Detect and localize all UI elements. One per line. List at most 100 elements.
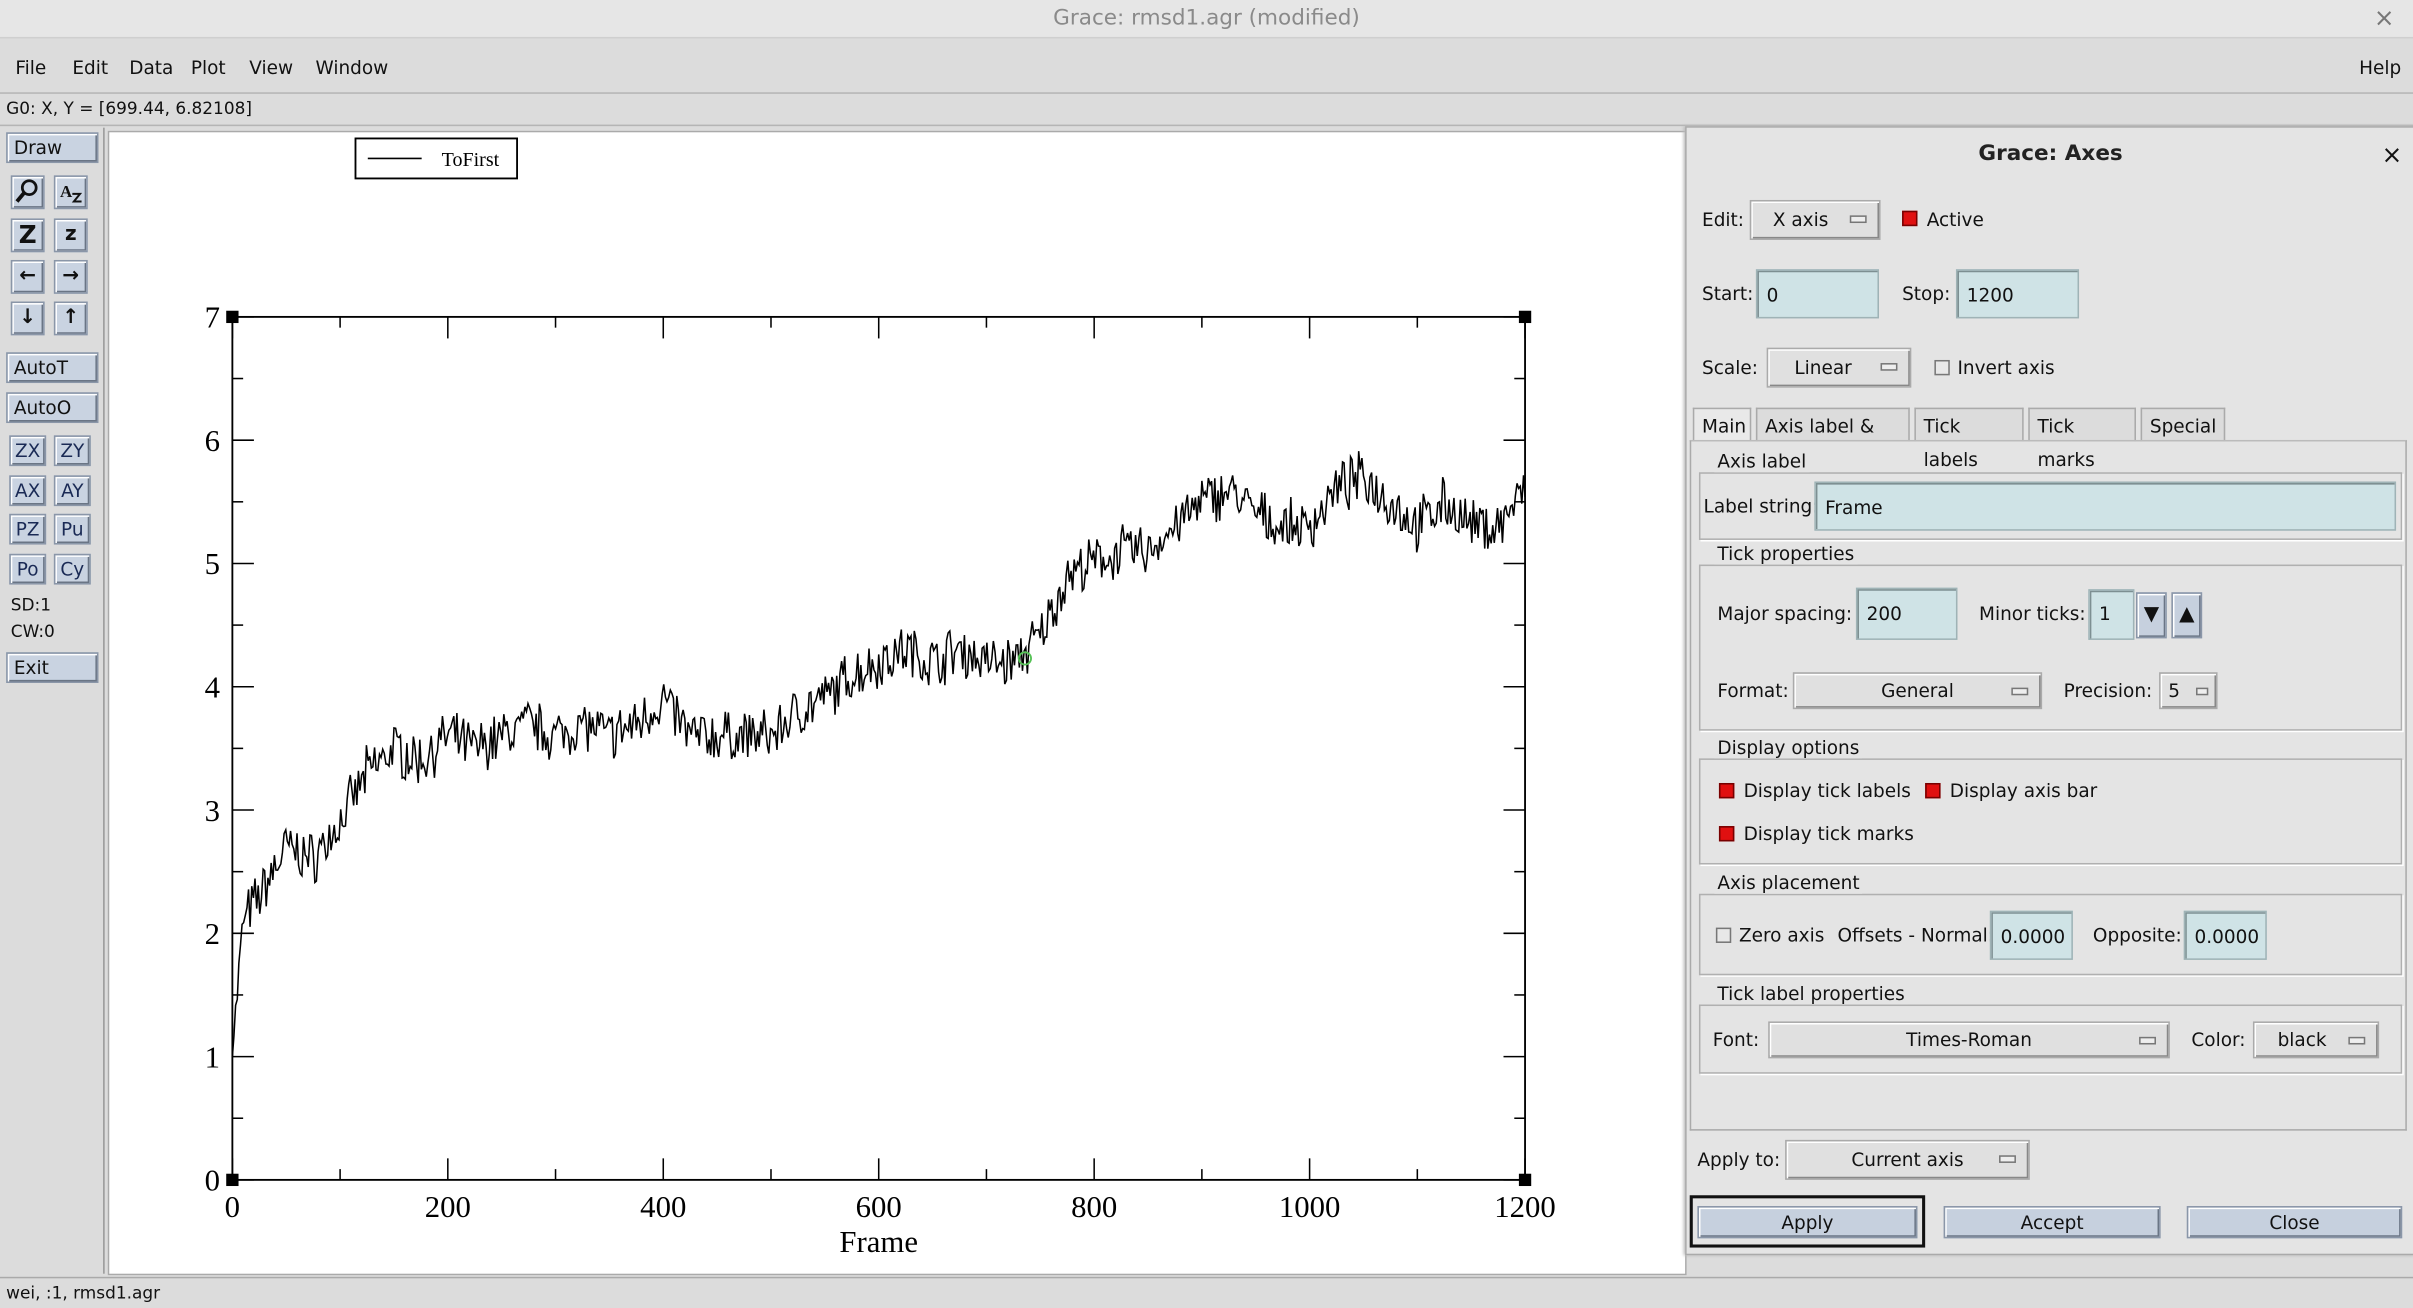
x-tick-label: 1000: [1279, 1190, 1341, 1224]
dropdown-indicator-icon: [2348, 1036, 2366, 1045]
apply-button[interactable]: Apply: [1697, 1206, 1918, 1239]
plot-svg: ToFirst 0 200 400 600 800 1000 1200 0 1 2 3 4 5 6 7 Fr…: [205, 137, 1556, 1259]
label-string-input[interactable]: Frame: [1814, 481, 2397, 531]
start-input[interactable]: 0: [1755, 269, 1879, 319]
edit-axis-select[interactable]: X axis: [1749, 199, 1881, 240]
menu-window[interactable]: Window: [315, 56, 389, 79]
arrow-right-icon[interactable]: →: [53, 259, 88, 294]
color-value: black: [2277, 1029, 2327, 1051]
menu-plot[interactable]: Plot: [190, 56, 226, 79]
window-title: Grace: rmsd1.agr (modified): [1053, 6, 1360, 31]
accept-button[interactable]: Accept: [1943, 1206, 2161, 1239]
frame-handle[interactable]: [1518, 310, 1532, 324]
tab-special[interactable]: Special: [2140, 407, 2226, 442]
x-tick-label: 600: [856, 1190, 902, 1224]
offsets-normal-input[interactable]: 0.0000: [1989, 910, 2073, 960]
menu-data[interactable]: Data: [129, 56, 174, 79]
x-tick-label: 800: [1071, 1190, 1117, 1224]
precision-select[interactable]: 5: [2159, 672, 2218, 710]
tab-tick-labels[interactable]: Tick labels: [1914, 407, 2024, 471]
tab-axis-label-bar[interactable]: Axis label & bar: [1755, 407, 1910, 471]
close-button[interactable]: Close: [2186, 1206, 2403, 1239]
offsets-normal-label: Offsets - Normal:: [1837, 924, 1995, 947]
invert-axis-label: Invert axis: [1957, 356, 2055, 379]
dialog-close-icon[interactable]: ×: [2381, 139, 2403, 170]
po-button[interactable]: Po: [9, 553, 47, 585]
zy-button[interactable]: ZY: [53, 435, 91, 467]
tab-tick-marks[interactable]: Tick marks: [2028, 407, 2136, 471]
edit-label: Edit:: [1702, 209, 1745, 231]
precision-label: Precision:: [2063, 679, 2153, 702]
autoscale-z-small-icon[interactable]: z: [53, 218, 88, 253]
axis-label-group: [1698, 472, 2403, 540]
frame-handles[interactable]: [226, 310, 1532, 1187]
apply-to-select[interactable]: Current axis: [1785, 1139, 2030, 1180]
font-value: Times-Roman: [1906, 1029, 2032, 1051]
exit-button[interactable]: Exit: [6, 652, 99, 684]
invert-axis-checkbox[interactable]: [1934, 359, 1950, 376]
menu-edit[interactable]: Edit: [72, 56, 109, 79]
menu-view[interactable]: View: [249, 56, 294, 79]
menu-file[interactable]: File: [15, 56, 47, 79]
dialog-title: Grace: Axes: [1978, 141, 2123, 167]
series-line-tofirst: [231, 451, 1526, 1057]
tick-properties-group-title: Tick properties: [1714, 543, 1858, 565]
major-spacing-input[interactable]: 200: [1855, 587, 1958, 640]
ax-button[interactable]: AX: [9, 475, 47, 507]
autoo-button[interactable]: AutoO: [6, 392, 99, 424]
ay-button[interactable]: AY: [53, 475, 91, 507]
frame-handle[interactable]: [226, 310, 239, 324]
scale-select[interactable]: Linear: [1766, 347, 1912, 388]
format-select[interactable]: General: [1792, 672, 2043, 710]
legend-label: ToFirst: [442, 149, 500, 171]
svg-text:A: A: [60, 182, 73, 201]
arrow-up-icon[interactable]: ↑: [53, 301, 88, 336]
edit-axis-value: X axis: [1772, 209, 1829, 231]
dropdown-indicator-icon: [1849, 215, 1867, 224]
arrow-left-icon[interactable]: ←: [10, 259, 45, 294]
active-checkbox[interactable]: [1902, 210, 1918, 227]
y-tick-label: 7: [205, 301, 220, 335]
font-select[interactable]: Times-Roman: [1768, 1021, 2170, 1059]
display-tick-marks-label: Display tick marks: [1743, 822, 1914, 845]
draw-button[interactable]: Draw: [6, 132, 99, 164]
plot-canvas[interactable]: ToFirst 0 200 400 600 800 1000 1200 0 1 2 3 4 5 6 7 Fr…: [107, 130, 1687, 1276]
text-cursor-icon[interactable]: A: [53, 175, 88, 210]
pu-button[interactable]: Pu: [53, 513, 91, 545]
arrow-down-icon[interactable]: ↓: [10, 301, 45, 336]
y-tick-label: 2: [205, 917, 220, 951]
pz-button[interactable]: PZ: [9, 513, 47, 545]
zero-axis-label: Zero axis: [1738, 924, 1825, 947]
zx-button[interactable]: ZX: [9, 435, 47, 467]
scale-label: Scale:: [1702, 356, 1758, 379]
color-select[interactable]: black: [2252, 1021, 2380, 1059]
tab-panel: [1689, 439, 2407, 1131]
cy-button[interactable]: Cy: [53, 553, 91, 585]
stop-input[interactable]: 1200: [1955, 269, 2080, 319]
dropdown-indicator-icon: [1999, 1155, 2016, 1163]
frame-handle[interactable]: [226, 1173, 239, 1187]
zero-axis-checkbox[interactable]: [1715, 927, 1732, 943]
display-axis-bar-checkbox[interactable]: [1925, 782, 1941, 799]
major-spacing-label: Major spacing:: [1717, 603, 1853, 625]
display-tick-labels-checkbox[interactable]: [1718, 782, 1735, 799]
format-value: General: [1881, 679, 1954, 702]
autoscale-z-icon[interactable]: Z: [10, 218, 45, 253]
frame-handle[interactable]: [1518, 1173, 1532, 1187]
apply-to-value: Current axis: [1851, 1149, 1964, 1171]
tab-main[interactable]: Main: [1692, 407, 1752, 442]
close-icon[interactable]: ×: [2373, 3, 2395, 33]
scale-value: Linear: [1794, 356, 1852, 379]
autot-button[interactable]: AutoT: [6, 352, 99, 384]
menu-help[interactable]: Help: [2359, 56, 2402, 79]
minor-ticks-up-icon[interactable]: ▲: [2171, 592, 2203, 639]
axis-label-group-title: Axis label: [1714, 450, 1810, 473]
stop-label: Stop:: [1902, 283, 1951, 305]
dropdown-indicator-icon: [2196, 687, 2209, 696]
minor-ticks-down-icon[interactable]: ▼: [2135, 592, 2167, 639]
legend[interactable]: ToFirst: [354, 137, 518, 180]
opposite-input[interactable]: 0.0000: [2183, 910, 2267, 960]
zoom-icon[interactable]: [10, 175, 45, 210]
display-tick-marks-checkbox[interactable]: [1718, 826, 1735, 842]
minor-ticks-input[interactable]: 1: [2088, 589, 2135, 640]
